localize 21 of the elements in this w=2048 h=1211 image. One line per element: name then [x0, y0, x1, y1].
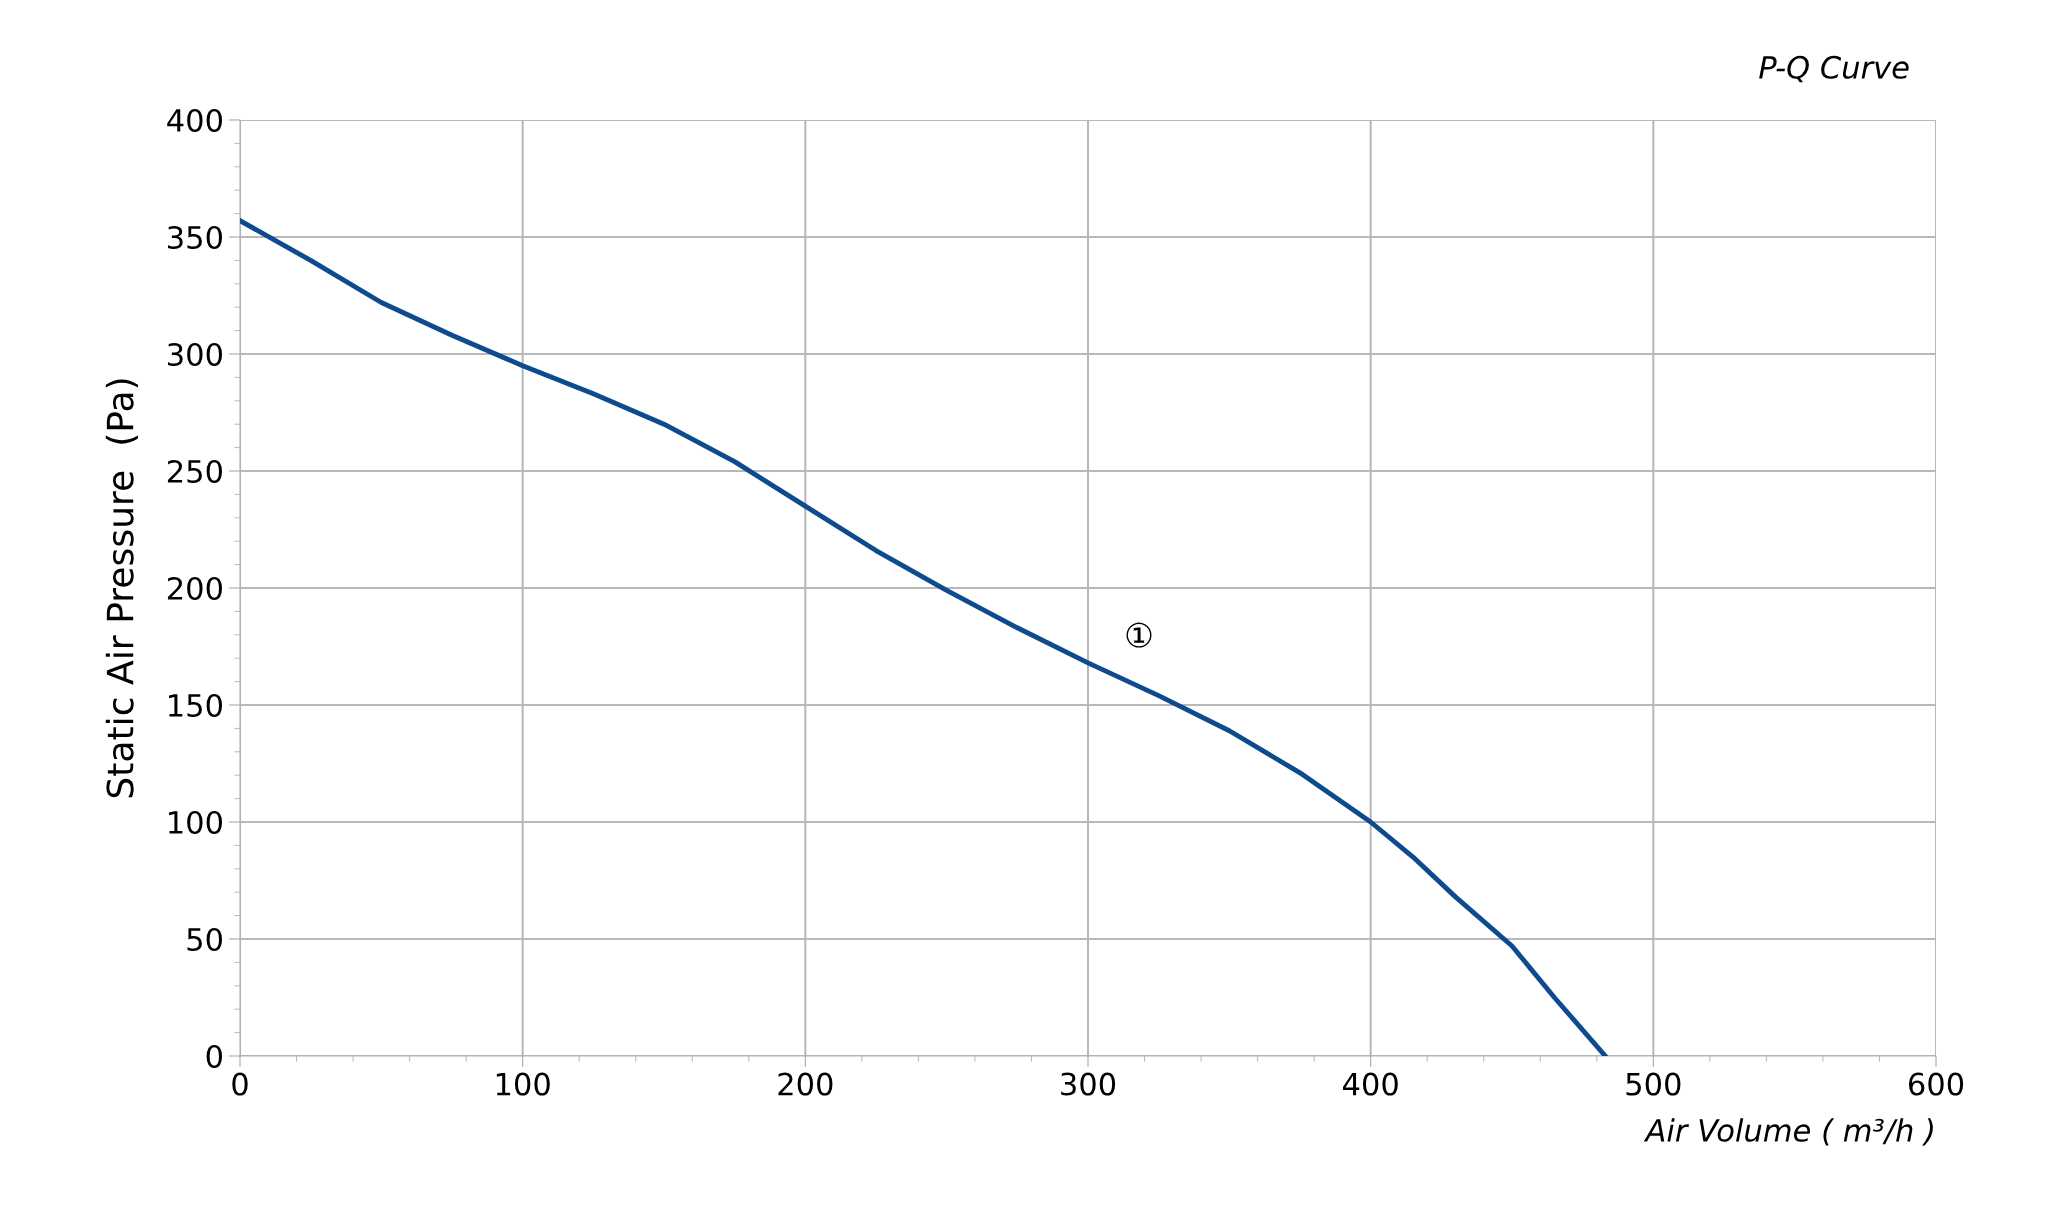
y-tick-label: 200 — [167, 576, 222, 601]
x-tick-label: 600 — [1908, 1072, 1964, 1096]
x-axis-title: Air Volume ( m³/h ) — [1643, 1118, 1933, 1146]
y-tick-label: 350 — [168, 225, 222, 250]
y-tick-label: 400 — [167, 108, 222, 133]
x-tick-label: 400 — [1343, 1072, 1398, 1096]
y-tick-label: 0 — [206, 1044, 222, 1069]
annotation: ① — [1126, 622, 1152, 648]
x-tick-label: 200 — [778, 1072, 833, 1096]
x-tick-label: 300 — [1061, 1072, 1116, 1096]
x-tick-label: 0 — [232, 1072, 248, 1096]
chart-title: P-Q Curve — [1759, 55, 1909, 83]
x-tick-label: 100 — [496, 1072, 550, 1096]
y-axis-title: Static Air Pressure (Pa) — [105, 379, 138, 798]
y-tick-label: 150 — [169, 693, 222, 718]
y-tick-label: 50 — [187, 927, 222, 952]
y-tick-label: 100 — [169, 810, 222, 835]
line-series — [240, 218, 1608, 1056]
x-tick-label: 500 — [1626, 1072, 1681, 1096]
y-tick-label: 250 — [167, 459, 222, 484]
y-tick-label: 300 — [168, 342, 222, 367]
